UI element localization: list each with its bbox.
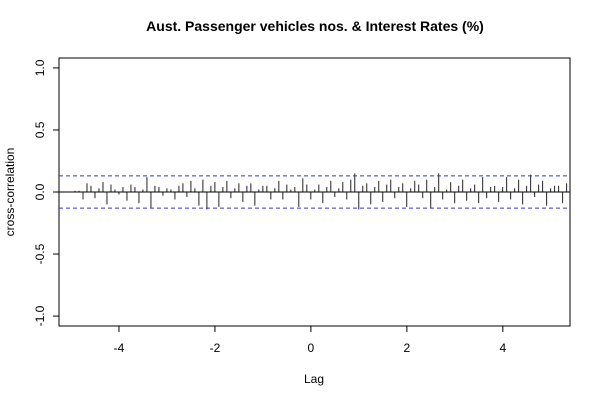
y-tick-label: -0.5 bbox=[33, 243, 47, 264]
y-tick-label: 1.0 bbox=[33, 59, 47, 76]
x-tick-label: 4 bbox=[499, 341, 506, 355]
y-axis-label: cross-correlation bbox=[3, 148, 17, 237]
y-tick-label: 0.5 bbox=[33, 121, 47, 138]
y-tick-label: -1.0 bbox=[33, 305, 47, 326]
ccf-bars bbox=[74, 173, 568, 210]
x-tick-label: 0 bbox=[308, 341, 315, 355]
x-axis: -4 -2 0 2 4 bbox=[114, 325, 506, 355]
chart-title: Aust. Passenger vehicles nos. & Interest… bbox=[146, 18, 484, 34]
x-tick-label: -4 bbox=[114, 341, 125, 355]
x-axis-label: Lag bbox=[304, 372, 324, 386]
y-axis: -1.0 -0.5 0.0 0.5 1.0 bbox=[33, 59, 60, 326]
x-tick-label: 2 bbox=[404, 341, 411, 355]
y-tick-label: 0.0 bbox=[33, 183, 47, 200]
confidence-bounds bbox=[59, 175, 570, 209]
x-tick-label: -2 bbox=[210, 341, 221, 355]
